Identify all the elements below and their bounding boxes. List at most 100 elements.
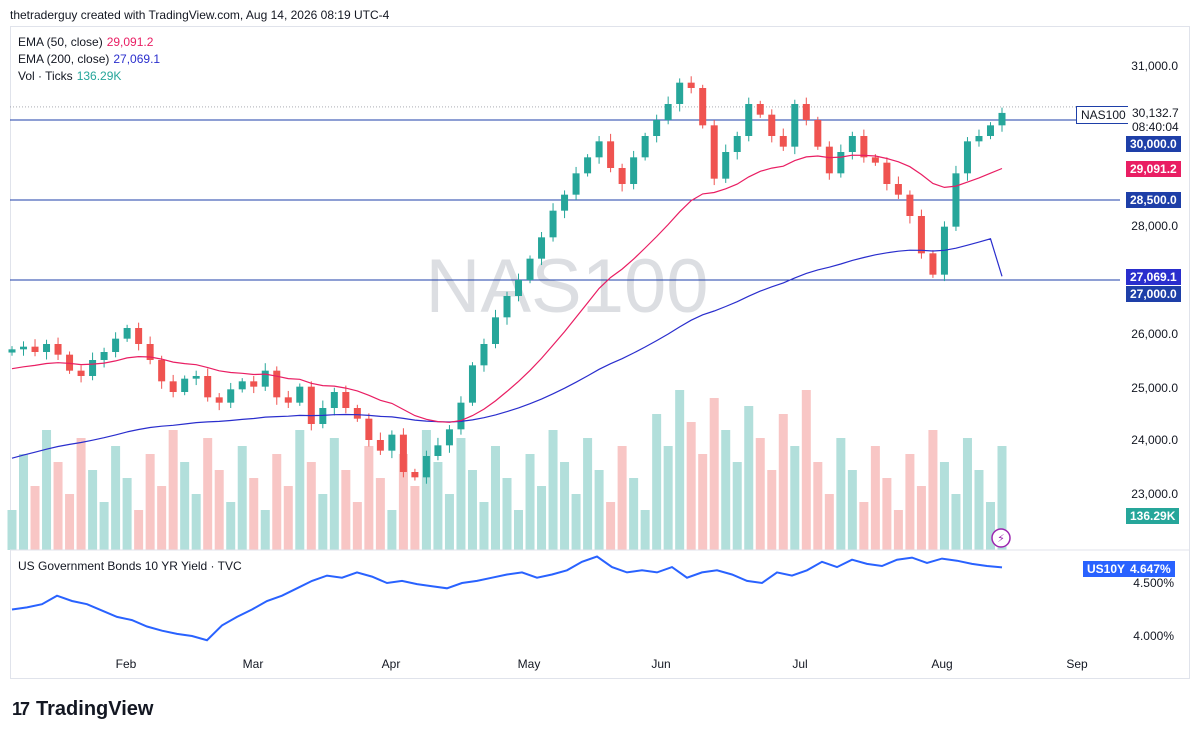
volume-bar bbox=[214, 470, 224, 550]
volume-bar bbox=[905, 454, 915, 550]
candle-body bbox=[192, 376, 200, 379]
candle-body bbox=[43, 344, 51, 352]
price-axis-tick: 24,000.0 bbox=[1131, 433, 1178, 447]
legend-ema50[interactable]: EMA (50, close) 29,091.2 bbox=[18, 34, 153, 50]
volume-bar bbox=[76, 438, 86, 550]
volume-bar bbox=[295, 430, 305, 550]
candle-body bbox=[353, 408, 361, 419]
volume-bar bbox=[514, 510, 524, 550]
candle-body bbox=[814, 120, 822, 147]
volume-bar bbox=[421, 430, 431, 550]
tradingview-logo[interactable]: 17 TradingView bbox=[12, 698, 153, 721]
volume-bar bbox=[490, 446, 500, 550]
volume-bar bbox=[375, 478, 385, 550]
symbol-tag[interactable]: NAS100 bbox=[1076, 106, 1131, 124]
volume-bar bbox=[387, 510, 397, 550]
candle-body bbox=[641, 136, 649, 158]
volume-bar bbox=[939, 462, 949, 550]
ema200-line bbox=[11, 238, 1003, 459]
ema50-tag: 29,091.2 bbox=[1126, 161, 1181, 177]
volume-bar bbox=[732, 462, 742, 550]
candle-body bbox=[607, 141, 615, 168]
candle-body bbox=[434, 445, 442, 456]
candle-body bbox=[883, 162, 891, 184]
candle-body bbox=[66, 354, 74, 371]
yield-symbol-tag[interactable]: US10Y bbox=[1083, 561, 1130, 577]
candle-body bbox=[273, 370, 281, 398]
volume-bar bbox=[698, 454, 708, 550]
candle-body bbox=[158, 360, 166, 382]
volume-bar bbox=[306, 462, 316, 550]
candle-body bbox=[733, 136, 741, 152]
volume-bar bbox=[537, 486, 547, 550]
candle-body bbox=[572, 173, 580, 195]
candle-body bbox=[284, 397, 292, 403]
candle-body bbox=[653, 120, 661, 136]
volume-bar bbox=[951, 494, 961, 550]
candle-body bbox=[549, 210, 557, 238]
candle-body bbox=[457, 402, 465, 430]
volume-bar bbox=[548, 430, 558, 550]
candle-body bbox=[491, 317, 499, 344]
volume-bar bbox=[755, 438, 765, 550]
volume-bar bbox=[42, 430, 52, 550]
volume-bar bbox=[283, 486, 293, 550]
time-axis-tick: Jun bbox=[651, 657, 670, 671]
chart-credit: thetraderguy created with TradingView.co… bbox=[10, 8, 390, 22]
volume-bar bbox=[30, 486, 40, 550]
volume-bar bbox=[813, 462, 823, 550]
volume-bar bbox=[180, 462, 190, 550]
volume-bar bbox=[663, 446, 673, 550]
candle-body bbox=[894, 184, 902, 195]
candle-body bbox=[768, 114, 776, 136]
legend-ema200[interactable]: EMA (200, close) 27,069.1 bbox=[18, 51, 160, 67]
candle-body bbox=[906, 194, 914, 216]
volume-bar bbox=[629, 478, 639, 550]
yield-axis-tick: 4.000% bbox=[1133, 629, 1174, 643]
volume-bar bbox=[767, 470, 777, 550]
volume-bar bbox=[985, 502, 995, 550]
candle-body bbox=[112, 338, 120, 352]
candle-body bbox=[538, 237, 546, 259]
chart-watermark: NAS100 bbox=[425, 244, 708, 329]
candle-body bbox=[837, 152, 845, 174]
candle-body bbox=[146, 344, 154, 360]
volume-bar bbox=[525, 454, 535, 550]
candle-body bbox=[963, 141, 971, 174]
price-axis-tick: 23,000.0 bbox=[1131, 487, 1178, 501]
candle-body bbox=[261, 370, 269, 387]
volume-bar bbox=[410, 486, 420, 550]
countdown-tag: 08:40:04 bbox=[1128, 119, 1188, 135]
candle-body bbox=[365, 418, 373, 440]
legend-ema200-label: EMA (200, close) bbox=[18, 52, 110, 66]
last-price-tag: 30,132.7 bbox=[1128, 105, 1188, 121]
volume-bar bbox=[7, 510, 17, 550]
legend-volume-value: 136.29K bbox=[76, 69, 122, 83]
candle-body bbox=[561, 194, 569, 211]
volume-bar bbox=[560, 462, 570, 550]
candle-body bbox=[676, 82, 684, 104]
volume-bar bbox=[19, 454, 29, 550]
candle-body bbox=[181, 378, 189, 392]
yield-legend[interactable]: US Government Bonds 10 YR Yield · TVC bbox=[18, 559, 242, 573]
candle-body bbox=[307, 386, 315, 424]
candle-body bbox=[376, 440, 384, 451]
candle-body bbox=[238, 381, 246, 390]
volume-bar bbox=[502, 478, 512, 550]
yield-value-tag: 4.647% bbox=[1126, 561, 1175, 577]
volume-bar bbox=[882, 478, 892, 550]
candle-body bbox=[227, 389, 235, 403]
candle-body bbox=[779, 136, 787, 147]
volume-bar bbox=[744, 406, 754, 550]
candle-body bbox=[929, 253, 937, 275]
flash-icon[interactable] bbox=[991, 528, 1011, 548]
legend-ema200-value: 27,069.1 bbox=[113, 52, 161, 66]
volume-bar bbox=[341, 470, 351, 550]
candle-body bbox=[618, 168, 626, 184]
time-axis-tick: May bbox=[518, 657, 541, 671]
price-axis-tick: 25,000.0 bbox=[1131, 381, 1178, 395]
legend-volume[interactable]: Vol · Ticks 136.29K bbox=[18, 68, 121, 84]
volume-bar bbox=[778, 414, 788, 550]
candle-body bbox=[330, 392, 338, 408]
